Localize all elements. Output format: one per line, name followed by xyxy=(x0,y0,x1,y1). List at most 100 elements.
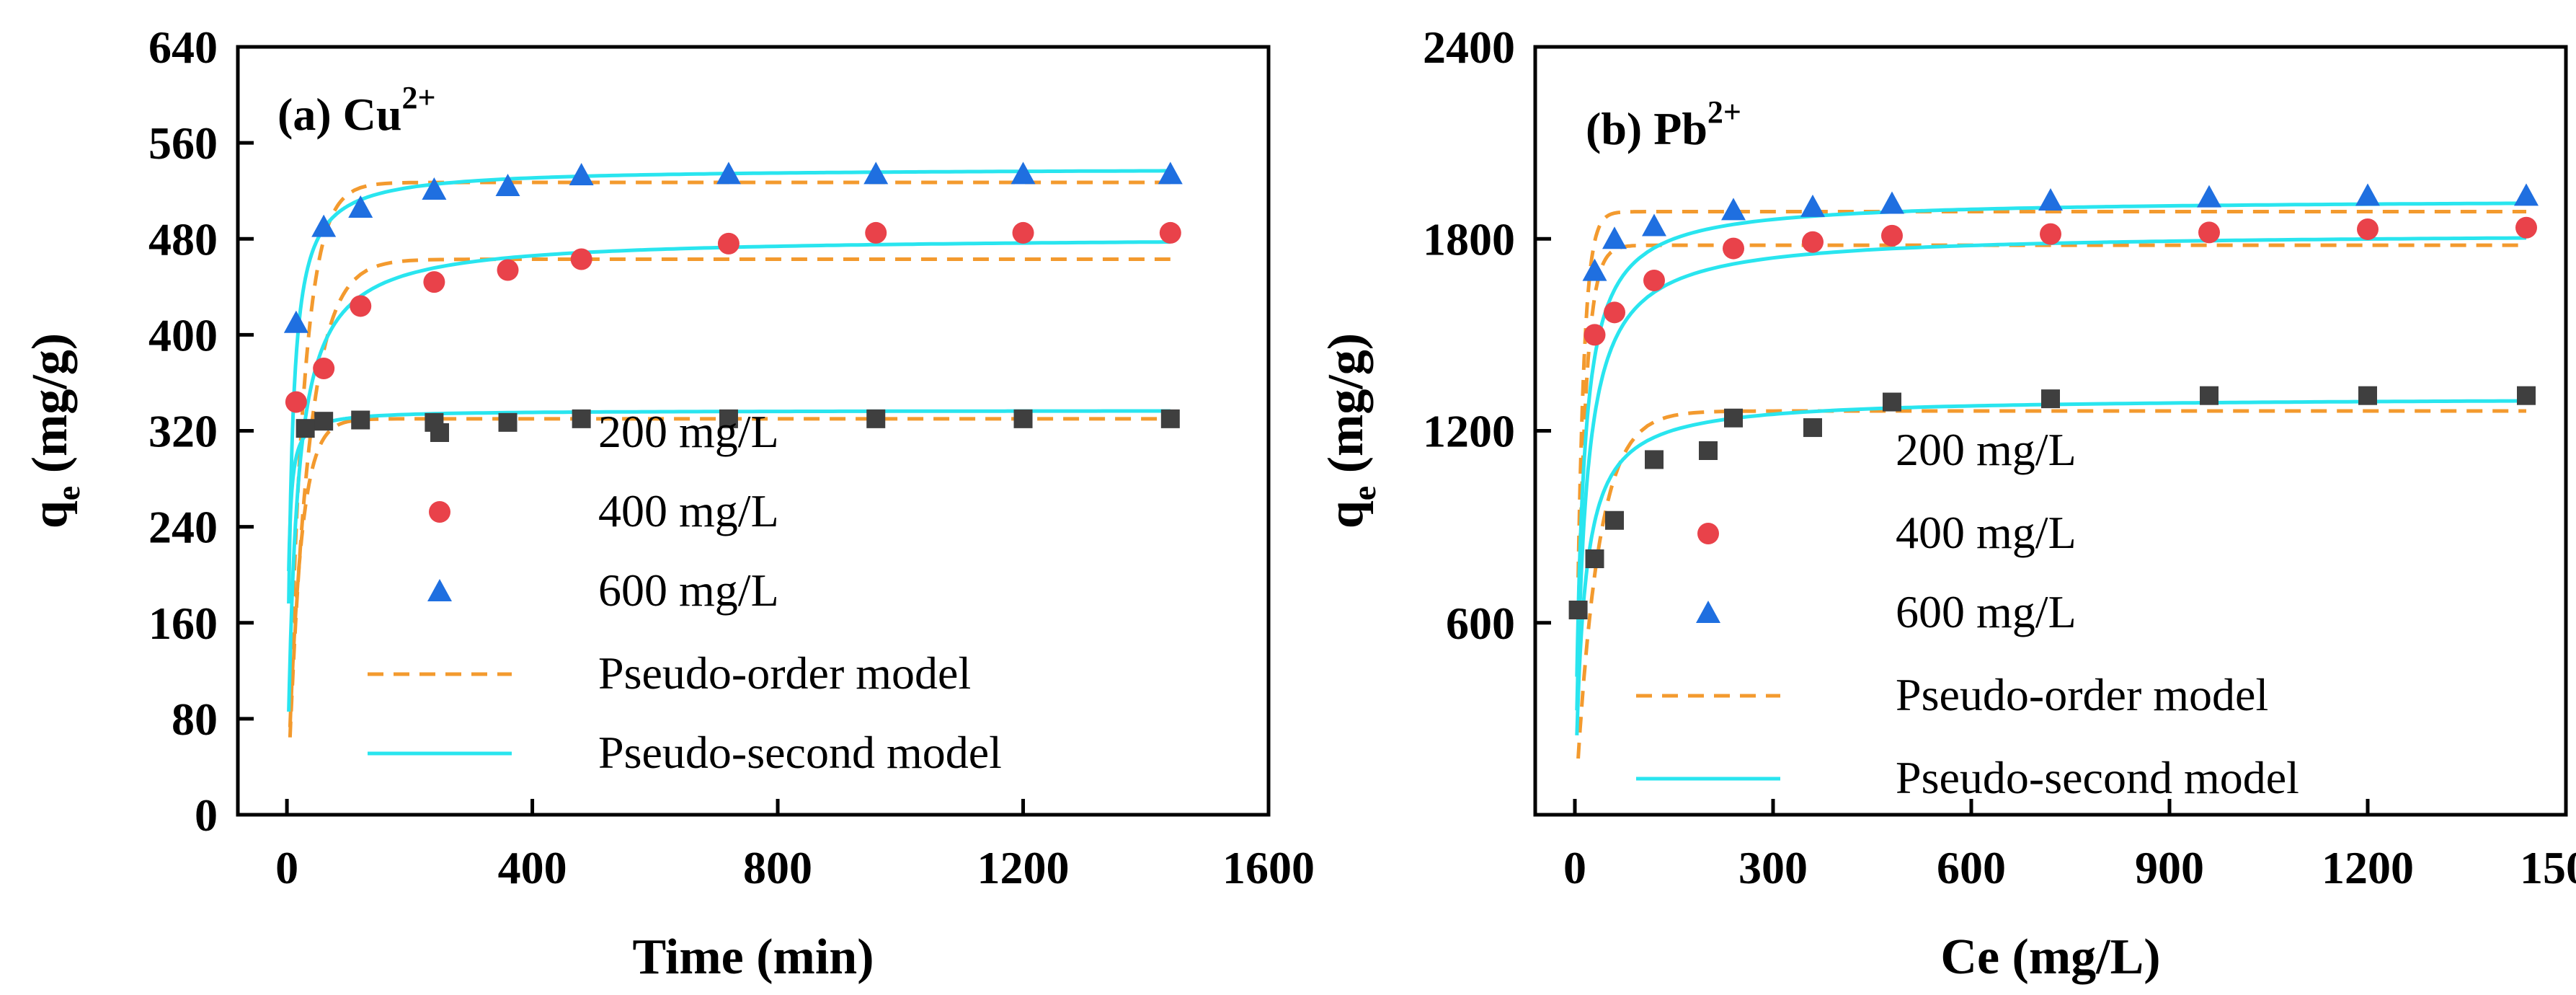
data-point xyxy=(1800,194,1825,217)
data-point xyxy=(1802,231,1824,253)
data-point xyxy=(1604,301,1625,324)
legend: 200 mg/L 400 mg/L 600 mg/L Pseudo-order mod… xyxy=(1636,424,2299,803)
panel-a-chart: 0 80 160 240 320 400 480 560 640 0 400 800 1200 1600 T… xyxy=(22,22,1315,985)
data-point xyxy=(1724,408,1743,428)
x-tick-label: 300 xyxy=(1738,842,1808,893)
x-tick-label: 1500 xyxy=(2520,842,2576,893)
data-point xyxy=(1158,162,1183,185)
data-point xyxy=(2197,185,2221,208)
legend-label: 400 mg/L xyxy=(598,485,779,536)
data-point xyxy=(2515,216,2537,239)
y-axis-title: qe (mg/g) xyxy=(1318,333,1382,529)
legend-label: 200 mg/L xyxy=(598,406,779,457)
x-tick-label: 600 xyxy=(1937,842,2006,893)
data-point xyxy=(422,177,447,200)
data-point xyxy=(569,163,594,186)
data-point xyxy=(1585,549,1604,568)
data-point xyxy=(350,295,372,317)
data-point xyxy=(285,391,307,413)
x-tick-label: 400 xyxy=(498,842,567,893)
y-tick-label: 160 xyxy=(148,598,218,649)
data-point xyxy=(570,248,592,270)
y-axis-title: qe (mg/g) xyxy=(22,333,86,529)
data-point xyxy=(1645,450,1664,469)
data-point xyxy=(2200,386,2219,405)
data-point xyxy=(1803,418,1822,438)
legend-label: 200 mg/L xyxy=(1896,424,2077,475)
x-tick-label: 800 xyxy=(743,842,812,893)
data-point xyxy=(1723,237,1744,260)
pseudo-first-fit-line xyxy=(1576,210,2526,578)
x-axis-title: Ce (mg/L) xyxy=(1940,929,2160,985)
data-point xyxy=(1584,324,1606,346)
legend-label: Pseudo-second model xyxy=(598,727,1002,778)
data-point xyxy=(1881,224,1903,247)
data-point xyxy=(2038,188,2063,211)
x-tick-label: 1600 xyxy=(1222,842,1315,893)
legend-marker xyxy=(1697,523,1719,544)
y-tick-label: 2400 xyxy=(1423,22,1515,73)
data-point xyxy=(1582,258,1607,281)
pseudo-first-fit-line xyxy=(288,257,1171,738)
x-tick-label: 0 xyxy=(275,842,298,893)
y-tick-label: 0 xyxy=(195,790,218,841)
data-point xyxy=(351,410,370,430)
x-axis-title: Time (min) xyxy=(632,929,874,985)
y-tick-label: 600 xyxy=(1446,598,1515,649)
data-point xyxy=(348,195,373,218)
legend-label: Pseudo-order model xyxy=(598,647,971,699)
legend-label: 600 mg/L xyxy=(1896,586,2077,637)
panel-title: (a) Cu2+ xyxy=(277,80,436,140)
pseudo-first-fit-line xyxy=(1576,243,2526,627)
legend-marker xyxy=(429,501,450,523)
data-point xyxy=(1159,221,1181,244)
data-point xyxy=(716,162,741,185)
data-point xyxy=(283,310,308,333)
x-tick-label: 900 xyxy=(2135,842,2204,893)
y-tick-label: 480 xyxy=(148,213,218,265)
data-point xyxy=(717,232,740,255)
data-point xyxy=(313,357,335,379)
legend-label: 400 mg/L xyxy=(1896,507,2077,558)
legend-marker xyxy=(1699,441,1718,460)
y-tick-label: 1200 xyxy=(1423,406,1515,457)
data-point xyxy=(2517,386,2536,405)
pseudo-first-fit-line xyxy=(288,417,1171,728)
data-point xyxy=(498,412,518,432)
pseudo-second-fit-line xyxy=(287,169,1171,604)
data-point xyxy=(2040,223,2061,245)
data-point xyxy=(497,259,519,281)
data-point xyxy=(1160,409,1180,428)
panel-title: (b) Pb2+ xyxy=(1586,94,1741,154)
legend-marker xyxy=(430,423,449,442)
panel-b-chart: 600 1200 1800 2400 0 300 600 900 1200 1500 Ce (mg/… xyxy=(1318,22,2576,985)
data-point xyxy=(1880,191,1904,214)
data-point xyxy=(1721,198,1746,221)
data-point xyxy=(2041,389,2060,409)
data-point xyxy=(2355,183,2380,206)
y-tick-label: 320 xyxy=(148,406,218,457)
pseudo-second-fit-line xyxy=(287,240,1171,712)
pseudo-second-fit-line xyxy=(1575,236,2527,711)
data-point xyxy=(865,221,887,244)
data-point xyxy=(311,214,337,237)
pseudo-first-fit-line xyxy=(1576,409,2526,759)
legend-label: 600 mg/L xyxy=(598,565,779,616)
y-tick-label: 1800 xyxy=(1423,213,1515,265)
data-point xyxy=(1011,162,1036,185)
legend-marker xyxy=(1696,601,1720,623)
data-point xyxy=(2358,386,2377,405)
y-tick-label: 240 xyxy=(148,502,218,553)
data-point xyxy=(2514,183,2539,206)
data-point xyxy=(719,409,738,428)
pseudo-second-fit-line xyxy=(1575,201,2526,677)
pseudo-second-fit-line xyxy=(1575,399,2526,735)
data-point xyxy=(866,409,886,428)
data-point xyxy=(1012,221,1034,244)
y-tick-label: 640 xyxy=(148,22,218,73)
data-point xyxy=(296,419,315,438)
data-point xyxy=(1013,409,1033,428)
legend: 200 mg/L 400 mg/L 600 mg/L Pseudo-order mod… xyxy=(368,406,1002,778)
y-tick-label: 80 xyxy=(172,694,218,745)
